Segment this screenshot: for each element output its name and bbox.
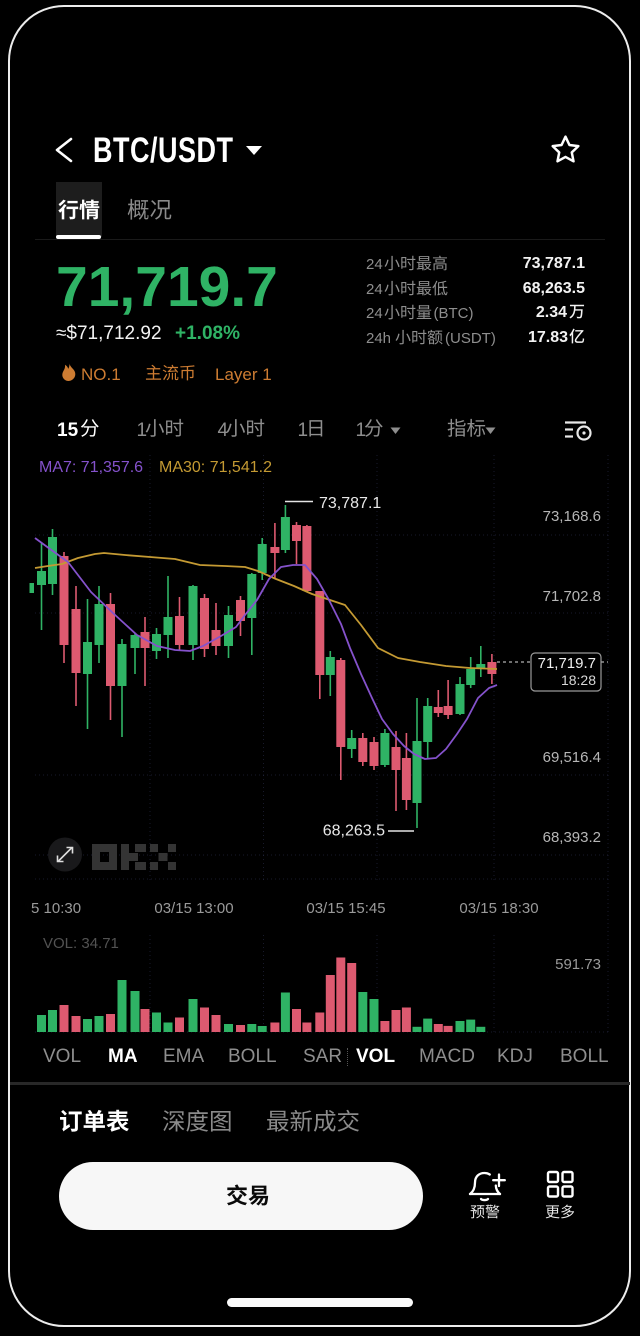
svg-text:73,168.6: 73,168.6 — [543, 508, 601, 525]
svg-text:591.73: 591.73 — [555, 956, 601, 973]
svg-text:71,719.7: 71,719.7 — [538, 655, 596, 672]
svg-text:03/15 15:45: 03/15 15:45 — [306, 900, 385, 917]
svg-text:71,702.8: 71,702.8 — [543, 588, 601, 605]
svg-text:18:28: 18:28 — [561, 672, 596, 688]
svg-text:03/15 13:00: 03/15 13:00 — [154, 900, 233, 917]
svg-text:5 10:30: 5 10:30 — [31, 900, 81, 917]
svg-text:68,263.5: 68,263.5 — [323, 823, 385, 840]
svg-text:VOL: 34.71: VOL: 34.71 — [43, 935, 119, 952]
svg-text:03/15 18:30: 03/15 18:30 — [459, 900, 538, 917]
svg-text:69,516.4: 69,516.4 — [543, 749, 601, 766]
svg-text:73,787.1: 73,787.1 — [319, 495, 381, 512]
svg-text:68,393.2: 68,393.2 — [543, 829, 601, 846]
